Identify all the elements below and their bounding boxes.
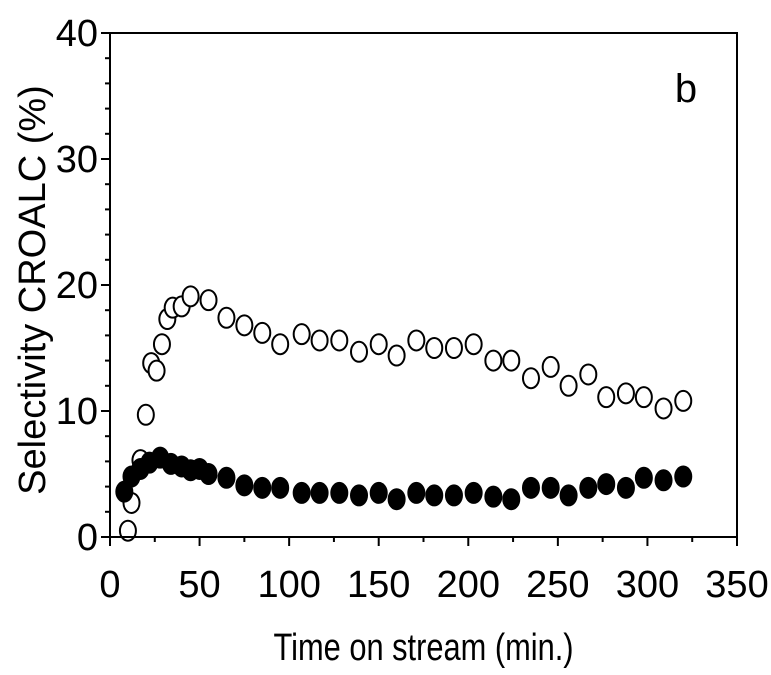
- filled-data-point: [616, 476, 635, 499]
- x-tick-label: 350: [705, 564, 768, 606]
- filled-data-point: [217, 466, 236, 489]
- filled-data-point: [253, 476, 272, 499]
- open-data-point: [425, 337, 444, 359]
- open-data-point: [147, 359, 166, 382]
- open-data-point: [597, 386, 616, 409]
- open-data-point: [387, 344, 406, 367]
- x-tick-label: 300: [616, 564, 679, 606]
- filled-data-point: [350, 484, 369, 507]
- filled-data-point: [425, 484, 444, 507]
- y-axis-title: Selectivity CROALC (%): [12, 85, 54, 495]
- open-data-point: [118, 519, 137, 542]
- filled-data-point: [634, 466, 653, 489]
- open-data-point: [199, 289, 218, 312]
- x-tick-label: 250: [526, 564, 589, 606]
- open-data-point: [152, 333, 171, 356]
- open-data-point: [579, 363, 598, 386]
- open-data-point: [181, 285, 200, 308]
- y-tick-label: 30: [56, 139, 98, 181]
- filled-data-point: [579, 476, 598, 499]
- filled-data-point: [484, 485, 503, 508]
- filled-data-point: [541, 476, 560, 499]
- open-data-point: [541, 355, 560, 378]
- open-data-point: [253, 321, 272, 344]
- open-data-point: [674, 389, 693, 412]
- open-data-point: [350, 340, 369, 363]
- filled-data-point: [199, 463, 218, 485]
- open-data-point: [310, 329, 329, 352]
- open-data-point: [271, 333, 290, 356]
- filled-data-point: [464, 481, 483, 504]
- filled-data-point: [654, 469, 673, 492]
- open-data-point: [654, 397, 673, 420]
- filled-data-point: [235, 474, 254, 497]
- y-tick-label: 0: [77, 517, 98, 559]
- filled-data-point: [674, 465, 693, 488]
- filled-data-point: [502, 488, 521, 511]
- open-data-point: [521, 367, 540, 390]
- filled-data-point: [444, 484, 463, 507]
- y-tick-label: 10: [56, 391, 98, 433]
- x-tick-label: 50: [178, 564, 220, 606]
- plot-frame: [109, 32, 738, 538]
- x-tick-label: 150: [347, 564, 410, 606]
- panel-label: b: [675, 67, 697, 111]
- open-data-point: [502, 349, 521, 372]
- open-data-point: [136, 403, 155, 426]
- open-data-point: [484, 349, 503, 372]
- filled-data-point: [271, 476, 290, 499]
- filled-data-point: [559, 484, 578, 507]
- filled-data-point: [292, 481, 311, 504]
- tick-labels: 0 50 100 150 200 250 300 350 0 10 20 30 40: [56, 13, 769, 606]
- open-data-point: [217, 306, 236, 329]
- filled-data-point: [310, 481, 329, 504]
- open-data-point: [407, 329, 426, 352]
- open-data-point: [330, 329, 349, 352]
- open-data-point: [616, 382, 635, 405]
- y-tick-label: 40: [56, 13, 98, 55]
- x-tick-label: 200: [437, 564, 500, 606]
- x-tick-label: 0: [99, 564, 120, 606]
- open-data-point: [559, 374, 578, 397]
- open-data-point: [369, 333, 388, 356]
- open-data-point: [292, 323, 311, 346]
- open-data-point: [464, 333, 483, 356]
- y-tick-label: 20: [56, 265, 98, 307]
- open-data-point: [444, 337, 463, 359]
- filled-data-point: [387, 488, 406, 511]
- filled-data-point: [369, 481, 388, 504]
- x-axis-title: Time on stream (min.): [274, 627, 574, 669]
- filled-data-point: [330, 481, 349, 504]
- filled-data-point: [597, 473, 616, 496]
- open-data-point: [235, 314, 254, 337]
- filled-data-point: [521, 476, 540, 499]
- open-data-point: [634, 386, 653, 409]
- filled-data-point: [407, 481, 426, 504]
- data-points: [115, 285, 693, 542]
- x-tick-label: 100: [257, 564, 320, 606]
